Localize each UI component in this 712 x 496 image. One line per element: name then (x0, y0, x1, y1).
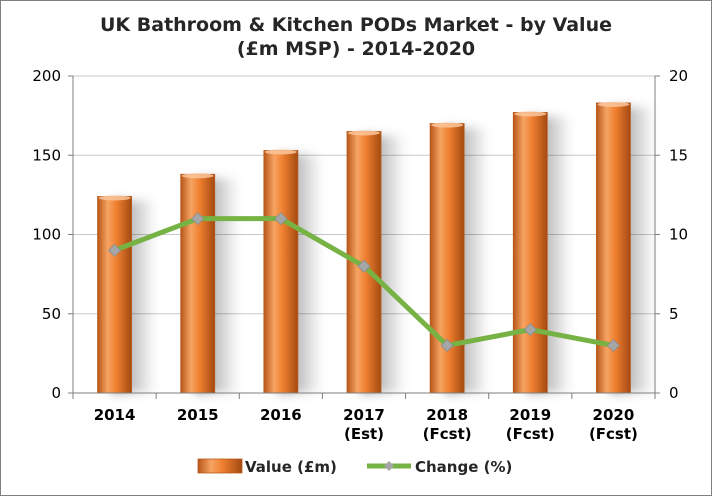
category-label: 2018 (426, 406, 468, 424)
category-label: 2015 (177, 406, 219, 424)
right-axis-tick-label: 10 (669, 226, 688, 244)
legend: Value (£m) Change (%) (197, 458, 512, 476)
value-bar-top-highlight (181, 173, 214, 179)
left-axis-tick-label: 50 (42, 305, 61, 323)
value-bar-top-highlight (514, 111, 547, 117)
chart-title-line-1: UK Bathroom & Kitchen PODs Market - by V… (100, 14, 612, 36)
category-label: 2014 (94, 406, 136, 424)
legend-swatch-value (197, 458, 243, 474)
change-point-marker (357, 259, 371, 273)
category-tick-labels: 2014 2015 2016 2017(Est)2018(Fcst)2019(Fcst… (94, 406, 638, 443)
change-point-marker (606, 338, 620, 353)
category-label: 2017 (343, 406, 385, 424)
right-axis-tick-label: 15 (669, 146, 688, 164)
value-bar (429, 123, 465, 394)
value-bar (180, 173, 216, 394)
left-axis-tick-label: 200 (32, 67, 61, 85)
value-bars (97, 101, 631, 394)
value-bar-top-highlight (264, 149, 297, 155)
chart-title: UK Bathroom & Kitchen PODs Market - by V… (100, 14, 612, 60)
category-label: (Fcst) (423, 425, 472, 443)
change-point-marker (523, 323, 537, 337)
value-bar-top-highlight (348, 130, 380, 136)
legend-swatch-change-marker (384, 461, 394, 471)
value-bar-top-highlight (431, 122, 464, 128)
category-label: 2019 (509, 406, 551, 424)
value-bar (512, 112, 548, 394)
category-label: (Fcst) (589, 425, 638, 443)
value-bar (263, 150, 299, 394)
right-axis-tick-labels: 0 5 10 15 20 (669, 67, 688, 402)
category-label: (Fcst) (506, 425, 555, 443)
change-point-marker (274, 212, 288, 226)
category-label: 2020 (593, 406, 635, 424)
chart-title-line-2: (£m MSP) - 2014-2020 (237, 38, 475, 60)
value-bar-top-highlight (597, 101, 630, 107)
category-label: 2016 (260, 406, 302, 424)
left-axis-tick-labels: 0 50 100 150 200 (32, 67, 61, 402)
left-axis-tick-label: 0 (51, 384, 61, 402)
change-point-marker (191, 212, 205, 226)
axes (68, 75, 660, 399)
legend-label-change: Change (%) (415, 458, 512, 476)
legend-label-value: Value (£m) (245, 458, 337, 476)
category-label: (Est) (344, 425, 384, 443)
left-axis-tick-label: 150 (32, 146, 61, 164)
value-bar-top-highlight (98, 195, 131, 201)
change-point-marker (440, 338, 454, 353)
right-axis-tick-label: 20 (669, 67, 688, 85)
change-point-marker (108, 243, 122, 257)
right-axis-tick-label: 0 (669, 384, 679, 402)
value-bar (97, 196, 132, 394)
left-axis-tick-label: 100 (32, 226, 61, 244)
change-line-series (108, 212, 620, 353)
right-axis-tick-label: 5 (669, 305, 679, 323)
